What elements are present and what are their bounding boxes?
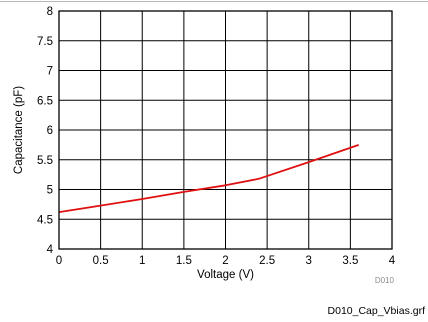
x-tick-label-6: 3 [306,255,312,267]
x-tick-label-7: 3.5 [342,255,358,267]
x-tick-label-2: 1 [139,255,145,267]
x-tick-label-8: 4 [389,255,396,267]
y-tick-label-3: 5.5 [37,155,53,167]
grid-lines [58,10,393,250]
x-tick-labels: 0 0.5 1 1.5 2 2.5 3 3.5 4 [56,255,396,267]
y-tick-label-5: 6.5 [37,95,53,107]
y-tick-label-8: 8 [47,6,53,18]
plot-border [58,10,393,250]
y-tick-label-2: 5 [47,185,53,197]
top-divider [0,1,428,2]
y-tick-label-7: 7.5 [37,36,53,48]
x-tick-label-5: 2.5 [259,255,275,267]
y-tick-label-1: 4.5 [37,214,53,226]
x-axis-title: Voltage (V) [197,269,254,281]
y-tick-label-4: 6 [47,125,53,137]
x-tick-label-1: 0.5 [93,255,109,267]
y-tick-labels: 4 4.5 5 5.5 6 6.5 7 7.5 8 [37,6,54,256]
y-tick-label-6: 7 [47,66,53,78]
x-tick-label-0: 0 [56,255,62,267]
series-lines [58,144,359,213]
x-tick-label-3: 1.5 [176,255,192,267]
series-line-0 [58,144,359,213]
y-axis-title: Capacitance (pF) [13,86,25,174]
footer-filename: D010_Cap_Vbias.grf [328,305,426,317]
y-tick-label-0: 4 [47,244,54,256]
x-tick-label-4: 2 [222,255,228,267]
plot-code-label: D010 [375,276,395,285]
